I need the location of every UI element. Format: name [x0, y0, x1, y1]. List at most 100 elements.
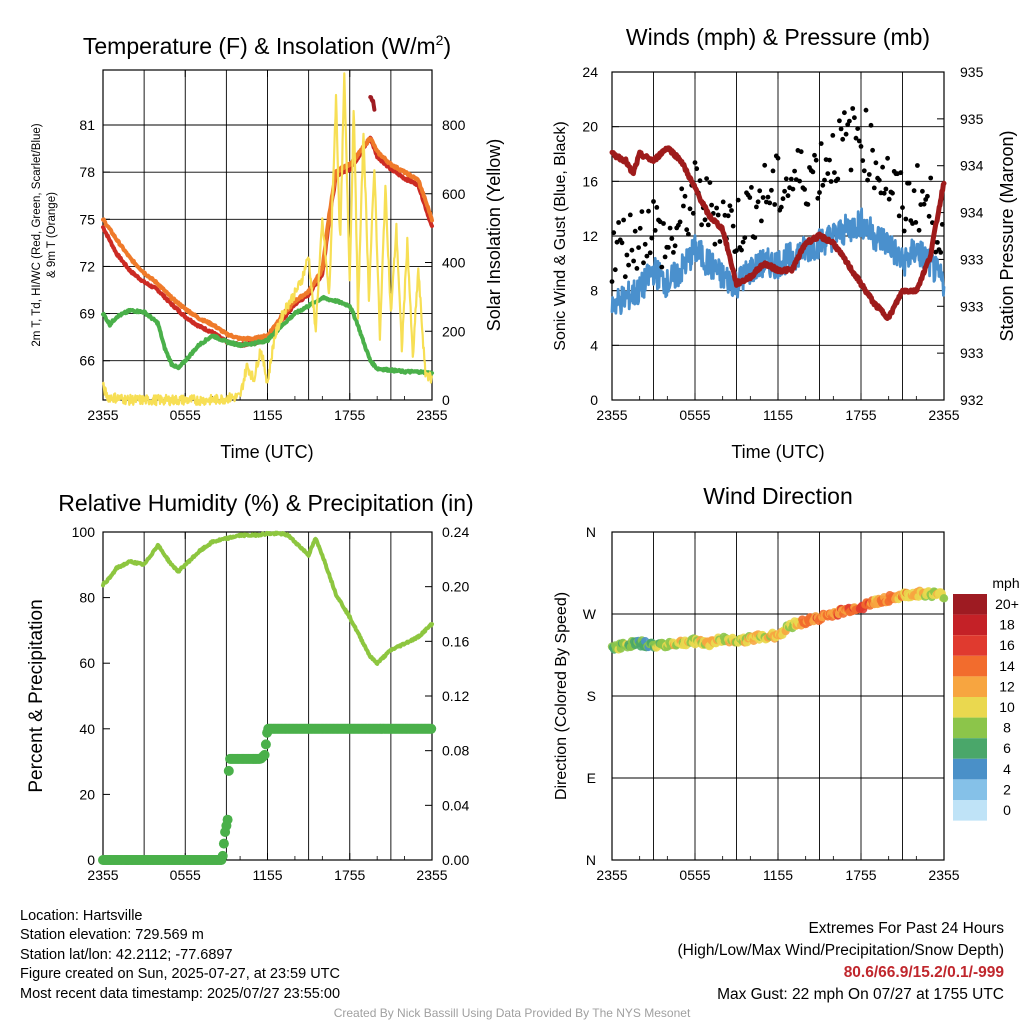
- dir-legend-label-3: 14: [999, 658, 1015, 674]
- temp-title: Temperature (F) & Insolation (W/m2): [83, 32, 451, 59]
- wind-gust-point: [850, 106, 856, 111]
- wind-gust-point: [649, 235, 655, 241]
- dir-legend-swatch-7: [953, 738, 987, 759]
- wind-gust-point: [822, 177, 827, 183]
- wind-gust-point: [861, 168, 867, 174]
- wind-gust-point: [762, 162, 768, 168]
- wind-gust-point: [873, 160, 879, 166]
- dir-legend-swatch-1: [953, 614, 987, 636]
- rh-xtick-label-3: 1755: [334, 867, 365, 883]
- wind-gust-point: [699, 222, 704, 228]
- recent-data-text: Most recent data timestamp: 2025/07/27 2…: [20, 985, 341, 1002]
- wind-gust-point: [939, 222, 945, 227]
- wind-ytick-label-3: 12: [582, 228, 598, 244]
- rh-precip-point: [259, 749, 270, 760]
- wind-y2tick-label-5: 934: [960, 158, 984, 174]
- wind-gust-point: [926, 213, 932, 219]
- created-text: Figure created on Sun, 2025-07-27, at 23…: [20, 966, 340, 983]
- wind-gust-point: [611, 230, 617, 236]
- wind-gust-point: [616, 220, 621, 225]
- dir-legend-swatch-6: [953, 717, 987, 739]
- wind-gust-point: [933, 249, 939, 255]
- max-gust-text: Max Gust: 22 mph On 07/27 at 1755 UTC: [717, 986, 1004, 1003]
- wind-gust-point: [890, 190, 895, 196]
- wind-gust-point: [767, 200, 773, 206]
- wind-gust-point: [916, 227, 922, 233]
- wind-gust-point: [734, 248, 739, 254]
- temp-xtick-label-1: 0555: [170, 407, 201, 423]
- wind-gust-point: [778, 204, 784, 210]
- wind-gust-point: [730, 223, 736, 229]
- wind-gust-point: [783, 176, 789, 182]
- wind-gust-point: [848, 167, 854, 173]
- wind-gust-point: [911, 188, 917, 194]
- wind-gust-point: [769, 187, 774, 193]
- dir-ytick-label-3: W: [583, 606, 597, 622]
- wind-gust-point: [920, 188, 925, 194]
- wind-y2tick-label-4: 934: [960, 205, 984, 221]
- wind-xtick-label-2: 1155: [763, 407, 793, 423]
- wind-gust-point: [671, 250, 676, 255]
- wind-gust-point: [928, 175, 934, 181]
- wind-gust-point: [694, 166, 700, 172]
- wind-gust-point: [652, 228, 658, 233]
- wind-series-pressure: [609, 145, 947, 321]
- wind-gust-point: [677, 219, 683, 225]
- dir-legend-label-5: 10: [999, 699, 1015, 715]
- wind-gust-point: [765, 194, 771, 200]
- rh-ytick-label-3: 60: [79, 655, 95, 671]
- temp-xtick-label-3: 1755: [334, 407, 365, 423]
- wind-gust-point: [727, 203, 733, 209]
- wind-gust-point: [704, 176, 709, 182]
- wind-gust-point: [705, 222, 711, 228]
- dir-xtick-label-4: 2355: [928, 867, 959, 883]
- wind-gust-point: [802, 187, 807, 192]
- wind-y2tick-label-0: 932: [960, 392, 984, 408]
- wind-gust-point: [692, 160, 698, 166]
- wind-gust-point: [631, 258, 636, 264]
- wind-gust-point: [659, 264, 665, 270]
- wind-gust-point: [760, 195, 766, 200]
- temp-ytick-label-0: 66: [79, 353, 95, 369]
- extremes-heading: Extremes For Past 24 Hours: [808, 920, 1004, 937]
- dir-legend-label-1: 18: [999, 617, 1015, 633]
- wind-gust-point: [642, 241, 648, 247]
- wind-gust-point: [788, 176, 794, 182]
- temp-ytick-label-3: 75: [79, 211, 95, 227]
- wind-gust-point: [868, 122, 874, 128]
- wind-gust-point: [915, 163, 920, 168]
- wind-gust-point: [866, 172, 872, 177]
- dir-legend-label-10: 0: [1003, 802, 1011, 818]
- wind-gust-point: [654, 205, 660, 210]
- wind-gust-point: [860, 158, 866, 164]
- wind-gust-point: [840, 136, 846, 142]
- wind-gust-point: [749, 185, 754, 190]
- extremes-subheading: (High/Low/Max Wind/Precipitation/Snow De…: [677, 942, 1005, 959]
- wind-gust-point: [672, 243, 678, 249]
- wind-ytick-label-6: 24: [582, 64, 598, 80]
- rh-precip-point: [217, 850, 228, 861]
- temp-y2label: Solar Insolation (Yellow): [484, 139, 504, 331]
- temp-y2tick-label-0: 0: [442, 392, 450, 408]
- wind-gust-point: [881, 190, 887, 196]
- wind-gust-point: [632, 228, 638, 234]
- wind-gust-point: [863, 107, 869, 113]
- wind-gust-point: [813, 157, 819, 163]
- wind-gust-point: [898, 170, 904, 176]
- wind-gust-point: [921, 201, 927, 207]
- rh-ylabel: Percent & Precipitation: [26, 599, 47, 792]
- location-text: Location: Hartsville: [20, 908, 143, 924]
- dir-legend-swatch-10: [953, 800, 987, 821]
- rh-ytick-label-0: 0: [87, 852, 95, 868]
- wind-gust-point: [903, 216, 909, 222]
- wind-gust-point: [772, 202, 778, 207]
- wind-y2tick-label-3: 933: [960, 251, 984, 267]
- dir-ytick-label-1: E: [587, 770, 596, 786]
- wind-gust-point: [759, 218, 764, 224]
- wind-gust-point: [612, 267, 618, 273]
- wind-gust-point: [805, 202, 811, 207]
- rh-xtick-label-4: 2355: [416, 867, 447, 883]
- wind-y2tick-label-1: 933: [960, 345, 984, 361]
- wind-gust-point: [725, 213, 731, 219]
